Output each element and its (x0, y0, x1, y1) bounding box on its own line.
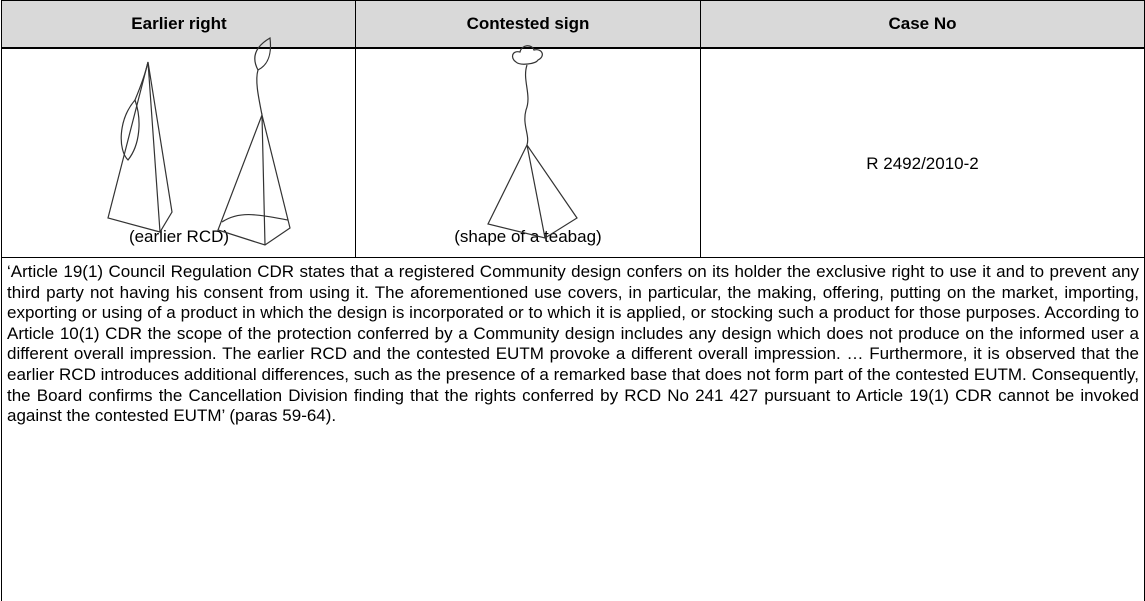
header-text: Earlier right (131, 14, 227, 33)
header-cell: Earlier right (1, 0, 356, 48)
caption: (shape of a teabag) (454, 227, 602, 246)
header-cell: Contested sign (355, 0, 700, 48)
image-cell: (shape of a teabag) (355, 48, 700, 258)
sketches (107, 37, 578, 246)
case-number: R 2492/2010-2 (866, 154, 979, 173)
summary: ‘Article 19(1) Council Regulation CDR st… (1, 257, 1145, 601)
header-text: Case No (888, 14, 957, 33)
header-cell: Case No (700, 0, 1145, 48)
header-text: Contested sign (466, 14, 590, 33)
caption: (earlier RCD) (128, 227, 230, 246)
image-cell: (earlier RCD) (1, 48, 356, 258)
